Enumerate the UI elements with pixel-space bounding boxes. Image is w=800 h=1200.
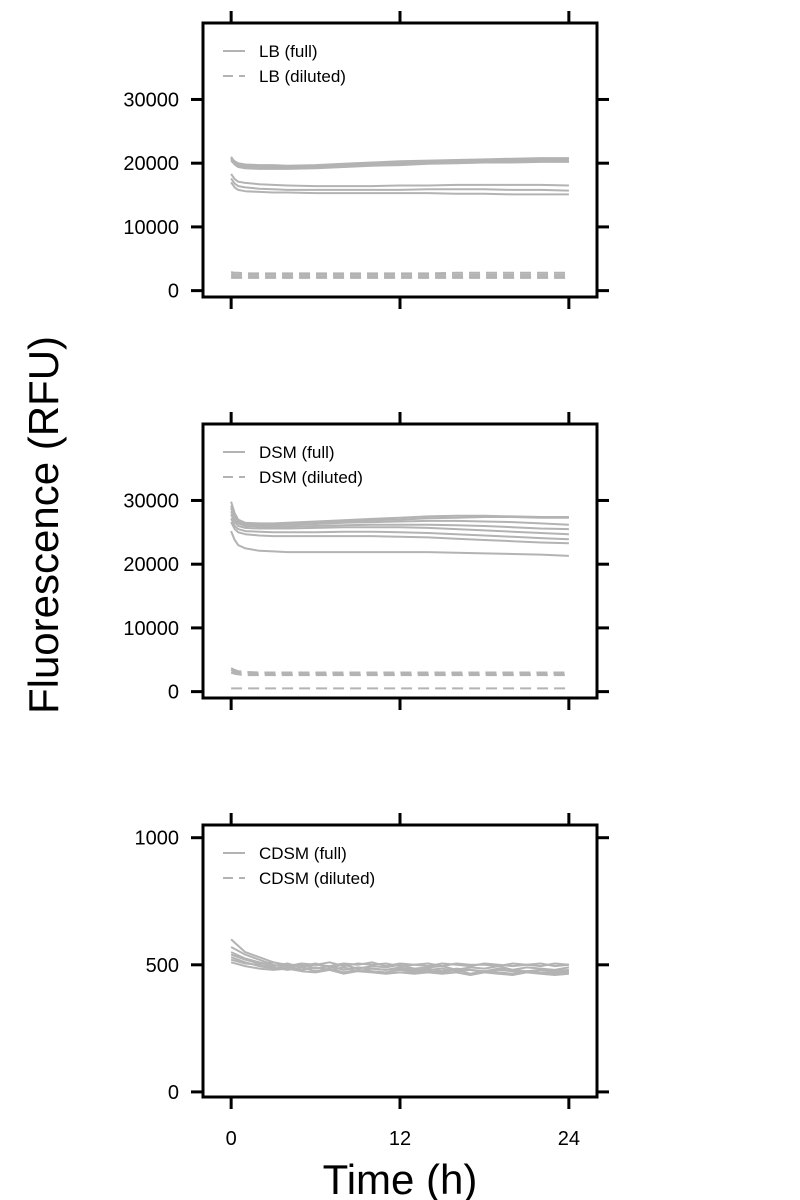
lb-series-full-8 [230,181,569,196]
dsm-series-full-7 [230,521,569,545]
dsm-series-full-4 [230,510,569,531]
dsm-y-tick-label-0: 0 [168,682,179,704]
panel-dsm: 0 10000 20000 30000 DSM (full) DSM (diluted) [123,412,609,710]
y-axis-title: Fluorescence (RFU) [20,336,67,714]
x-tick-label-2: 24 [558,1128,580,1150]
cdsm-series-full-3 [230,951,569,969]
dsm-series-diluted-10 [230,669,569,675]
cdsm-series-full-7 [230,961,569,976]
dsm-y-tick-label-3: 30000 [123,490,179,512]
cdsm-legend-label-0: CDSM (full) [259,844,347,863]
dsm-series-full-6 [230,517,569,541]
lb-series-full-6 [230,173,569,188]
lb-y-tick-label-2: 20000 [123,153,179,175]
cdsm-legend-label-1: CDSM (diluted) [259,869,375,888]
lb-legend-label-0: LB (full) [259,42,318,61]
x-tick-label-0: 0 [226,1128,237,1150]
dsm-plot-frame [201,422,599,700]
panel-cdsm: 0 500 1000 0 12 24 CDSM (full) CDSM (diluted) [135,813,609,1150]
lb-series-full-4 [230,159,569,170]
dsm-series-diluted-11 [230,671,569,677]
x-axis-title: Time (h) [323,1156,478,1200]
dsm-legend-label-0: DSM (full) [259,443,335,462]
cdsm-series-full-6 [230,958,569,975]
dsm-legend: DSM (full) DSM (diluted) [223,443,363,487]
lb-series-full-7 [230,177,569,192]
lb-series-diluted-10 [230,273,569,276]
dsm-y-tick-label-1: 10000 [123,618,179,640]
lb-y-tick-label-0: 0 [168,281,179,303]
lb-y-tick-label-3: 30000 [123,89,179,111]
cdsm-legend: CDSM (full) CDSM (diluted) [223,844,375,888]
lb-legend-label-1: LB (diluted) [259,67,346,86]
panel-lb: 0 10000 20000 30000 LB (full) LB (diluted) [123,11,609,309]
cdsm-y-tick-label-0: 0 [168,1082,179,1104]
cdsm-y-tick-label-2: 1000 [135,828,180,850]
lb-series-full-5 [230,157,569,167]
lb-series-diluted-9 [230,271,569,275]
cdsm-series-full-5 [230,956,569,974]
dsm-series-diluted-9 [230,667,569,674]
dsm-series-full-5 [230,514,569,536]
dsm-legend-label-1: DSM (diluted) [259,468,363,487]
cdsm-series-full-2 [230,946,569,973]
x-tick-label-1: 12 [389,1128,411,1150]
lb-series-diluted-11 [230,275,569,278]
cdsm-y-tick-label-1: 500 [146,955,179,977]
lb-legend: LB (full) LB (diluted) [223,42,346,86]
dsm-y-tick-label-2: 20000 [123,554,179,576]
dsm-series-full-8 [230,530,569,557]
dsm-series-full-3 [230,507,569,527]
lb-y-tick-label-1: 10000 [123,217,179,239]
